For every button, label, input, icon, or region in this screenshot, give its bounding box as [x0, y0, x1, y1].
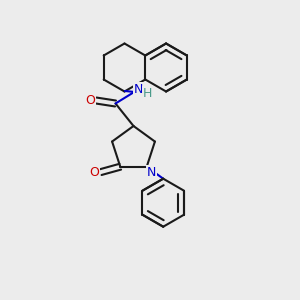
Text: N: N — [146, 166, 156, 178]
Text: H: H — [143, 86, 152, 100]
Text: O: O — [85, 94, 95, 107]
Text: N: N — [133, 82, 143, 96]
Text: O: O — [89, 166, 99, 178]
